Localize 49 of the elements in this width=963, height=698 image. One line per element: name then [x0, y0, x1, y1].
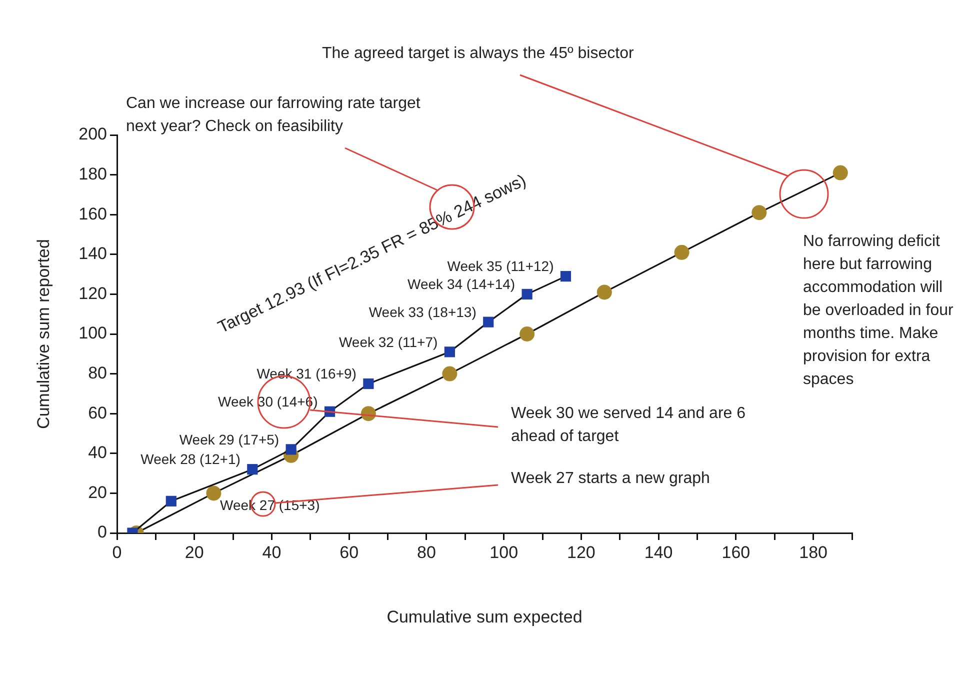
- y-tick-label: 60: [88, 403, 107, 422]
- annotation: Week 34 (14+14): [408, 276, 516, 292]
- annotation: No farrowing deficit here but farrowing accommodation will be overloaded in four months time. Make provision for extra spaces: [803, 232, 954, 390]
- point: [674, 244, 690, 260]
- x-tick-label: 0: [112, 542, 122, 562]
- y-tick-label: 200: [78, 124, 107, 144]
- point: [442, 366, 458, 382]
- x-tick-label: 120: [567, 542, 596, 562]
- point: [752, 205, 767, 220]
- x-tick-label: 20: [184, 542, 204, 562]
- point: [363, 378, 374, 390]
- x-axis-title: Cumulative sum expected: [386, 607, 582, 626]
- y-axis-title: Cumulative sum reported: [34, 239, 53, 429]
- text: The agreed target is always the 45º bisector: [322, 44, 635, 64]
- point: [520, 326, 535, 342]
- x-tick-label: 160: [722, 542, 750, 562]
- point: [483, 316, 494, 328]
- x-tick-label: 40: [262, 542, 282, 562]
- y-tick-label: 100: [78, 324, 107, 343]
- y-tick-label: 40: [88, 443, 107, 462]
- y-tick-label: 180: [78, 164, 107, 184]
- point: [832, 165, 848, 180]
- point: [444, 346, 455, 358]
- x-tick-label: 180: [799, 542, 828, 562]
- x-tick-label: 100: [490, 542, 518, 562]
- point: [560, 270, 572, 282]
- y-tick-label: 120: [78, 284, 107, 303]
- annotation: Week 32 (11+7): [338, 334, 438, 350]
- annotation: Week 35 (11+12): [447, 258, 554, 274]
- point: [206, 486, 222, 501]
- x-tick-label: 80: [417, 542, 436, 562]
- annotation: Week 29 (17+5): [179, 431, 280, 448]
- point: [247, 464, 258, 475]
- point: [596, 284, 612, 300]
- annotation: Week 27 starts a new graph: [511, 469, 711, 489]
- point: [522, 288, 532, 300]
- y-tick-label: 140: [78, 244, 107, 264]
- y-tick-label: 0: [98, 522, 107, 542]
- y-tick-label: 160: [78, 204, 107, 224]
- annotation: Week 28 (12+1): [140, 451, 240, 468]
- y-tick-label: 80: [88, 363, 107, 382]
- point: [166, 496, 176, 506]
- x-tick-label: 140: [644, 542, 673, 562]
- text: Can we increase our farrowing rate target next year? Check on feasibility: [126, 94, 422, 137]
- point: [286, 444, 296, 455]
- annotation: Week 33 (18+13): [368, 304, 476, 320]
- x-tick-label: 60: [340, 542, 359, 562]
- annotation: Week 30 we served 14 and are 6 ahead of target: [511, 404, 747, 447]
- y-tick-label: 20: [88, 482, 107, 502]
